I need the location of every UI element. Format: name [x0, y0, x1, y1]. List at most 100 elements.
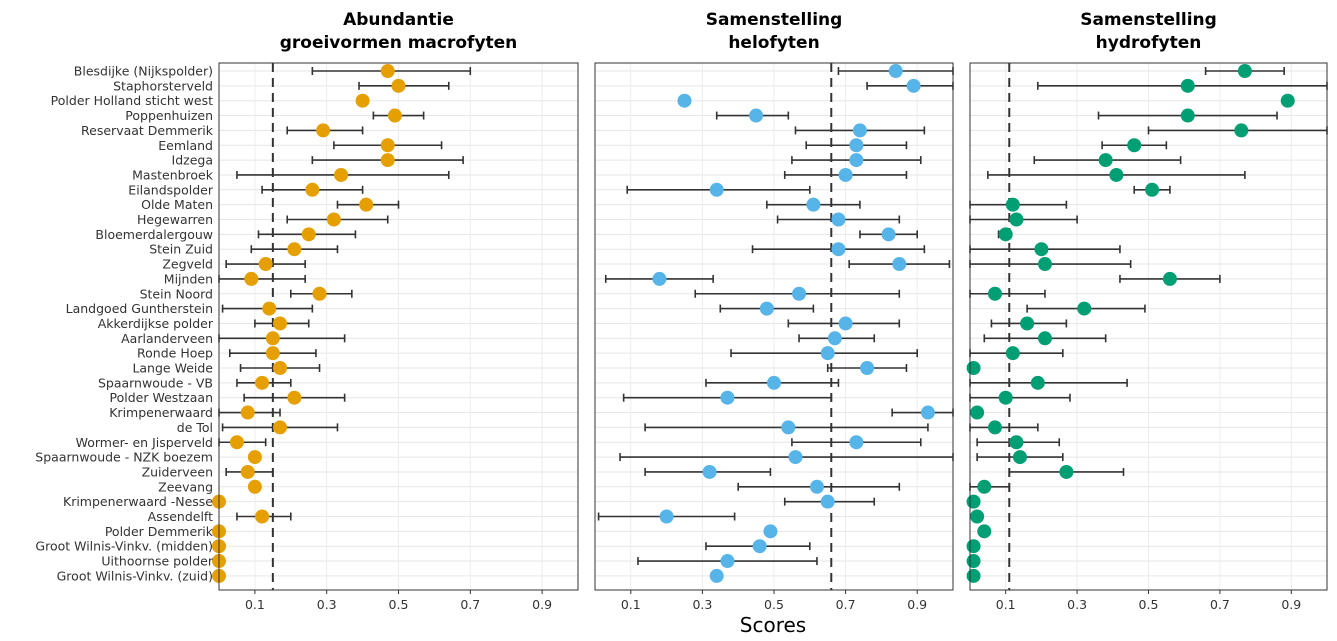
data-point: [287, 390, 302, 405]
data-point: [906, 78, 921, 93]
panels-layer: 0.1 0.3 0.5 0.7 0.9 Abundantie groeivormen mac…: [212, 10, 1328, 612]
category-label: Uithoornse polder: [101, 554, 213, 569]
data-point: [749, 108, 764, 123]
category-label: Groot Wilnis-Vinkv. (midden): [35, 539, 213, 554]
error-bar: [969, 423, 1039, 432]
x-axis-title: Scores: [740, 613, 806, 637]
panel-title: Samenstelling: [706, 10, 843, 30]
category-label: Krimpenerwaard -Nesse: [63, 494, 213, 509]
category-label: Eilandspolder: [128, 182, 214, 197]
category-label: Lange Weide: [132, 361, 213, 376]
data-point: [888, 64, 903, 78]
data-point: [380, 138, 395, 153]
data-point: [1034, 242, 1049, 257]
x-tick-label: 0.1: [621, 597, 641, 612]
category-label: Hegewarren: [137, 212, 213, 227]
data-point: [229, 435, 244, 450]
category-label: Poppenhuizen: [125, 108, 213, 123]
x-tick-label: 0.7: [1210, 597, 1230, 612]
category-label: Reservaat Demmerik: [81, 123, 214, 138]
data-point: [781, 420, 796, 435]
data-point: [709, 568, 724, 583]
data-point: [831, 242, 846, 257]
data-point: [273, 316, 288, 331]
data-point: [1180, 108, 1195, 123]
data-point: [1234, 123, 1249, 138]
panel-frame: [218, 62, 579, 591]
x-tick-label: 0.3: [1067, 597, 1087, 612]
data-point: [827, 331, 842, 346]
category-label: Groot Wilnis-Vinkv. (zuid): [57, 568, 213, 583]
data-point: [334, 167, 349, 182]
data-point: [860, 361, 875, 375]
x-tick-label: 0.3: [317, 597, 337, 612]
x-tick-label: 0.5: [389, 597, 409, 612]
data-point: [247, 450, 262, 465]
category-label: Aarlanderveen: [121, 331, 213, 346]
data-point: [792, 286, 807, 301]
category-label: Krimpenerwaard: [109, 405, 213, 420]
data-point: [966, 494, 981, 509]
data-point: [305, 182, 320, 197]
error-bar: [969, 378, 1128, 387]
category-label: Stein Noord: [140, 286, 213, 301]
category-label: Assendelft: [148, 509, 213, 524]
data-point: [977, 479, 992, 494]
x-tick-label: 0.7: [836, 597, 856, 612]
category-label: Eemland: [158, 138, 213, 153]
data-point: [966, 539, 981, 554]
data-point: [1009, 435, 1024, 450]
data-point: [359, 197, 374, 212]
data-point: [970, 509, 985, 524]
category-label: Mijnden: [164, 271, 213, 286]
category-label: Akkerdijkse polder: [98, 316, 214, 331]
data-point: [763, 524, 778, 539]
data-point: [806, 197, 821, 212]
data-point: [1280, 93, 1295, 108]
category-label: Spaarnwoude - NZK boezem: [35, 450, 213, 465]
data-point: [998, 390, 1013, 405]
data-point: [240, 405, 255, 420]
data-point: [258, 257, 273, 272]
panel-1: 0.1 0.3 0.5 0.7 0.9 Abundantie groeivormen mac…: [212, 10, 579, 612]
x-tick-label: 0.9: [1281, 597, 1301, 612]
category-label: Stein Zuid: [149, 242, 213, 257]
category-label: Polder Demmerik: [105, 524, 214, 539]
data-point: [966, 568, 981, 583]
data-point: [1145, 182, 1160, 197]
data-point: [380, 153, 395, 168]
panel-title: Samenstelling: [1080, 10, 1217, 30]
data-point: [881, 227, 896, 242]
data-point: [702, 464, 717, 479]
data-point: [1012, 450, 1027, 465]
data-point: [752, 539, 767, 554]
data-point: [970, 405, 985, 420]
data-point: [920, 405, 935, 420]
data-point: [273, 420, 288, 435]
category-labels: Blesdijke (Nijkspolder)StaphorsterveldPo…: [35, 64, 214, 584]
data-point: [1127, 138, 1142, 153]
panel-title: Abundantie: [343, 10, 454, 30]
panel-title: hydrofyten: [1096, 33, 1202, 53]
data-point: [831, 212, 846, 227]
data-point: [312, 286, 327, 301]
x-tick-label: 0.7: [460, 597, 480, 612]
category-label: Staphorsterveld: [113, 78, 213, 93]
data-point: [380, 64, 395, 78]
data-point: [273, 361, 288, 375]
data-point: [255, 509, 270, 524]
x-tick-label: 0.5: [1139, 597, 1159, 612]
data-point: [1180, 78, 1195, 93]
category-label: Zeevang: [158, 479, 213, 494]
data-point: [720, 390, 735, 405]
data-point: [326, 212, 341, 227]
data-point: [1030, 375, 1045, 390]
category-label: Mastenbroek: [132, 167, 214, 182]
data-point: [966, 554, 981, 569]
data-point: [1109, 167, 1124, 182]
category-label: Idzega: [172, 153, 213, 168]
data-point: [659, 509, 674, 524]
data-point: [652, 271, 667, 286]
category-label: Bloemerdalergouw: [95, 227, 213, 242]
